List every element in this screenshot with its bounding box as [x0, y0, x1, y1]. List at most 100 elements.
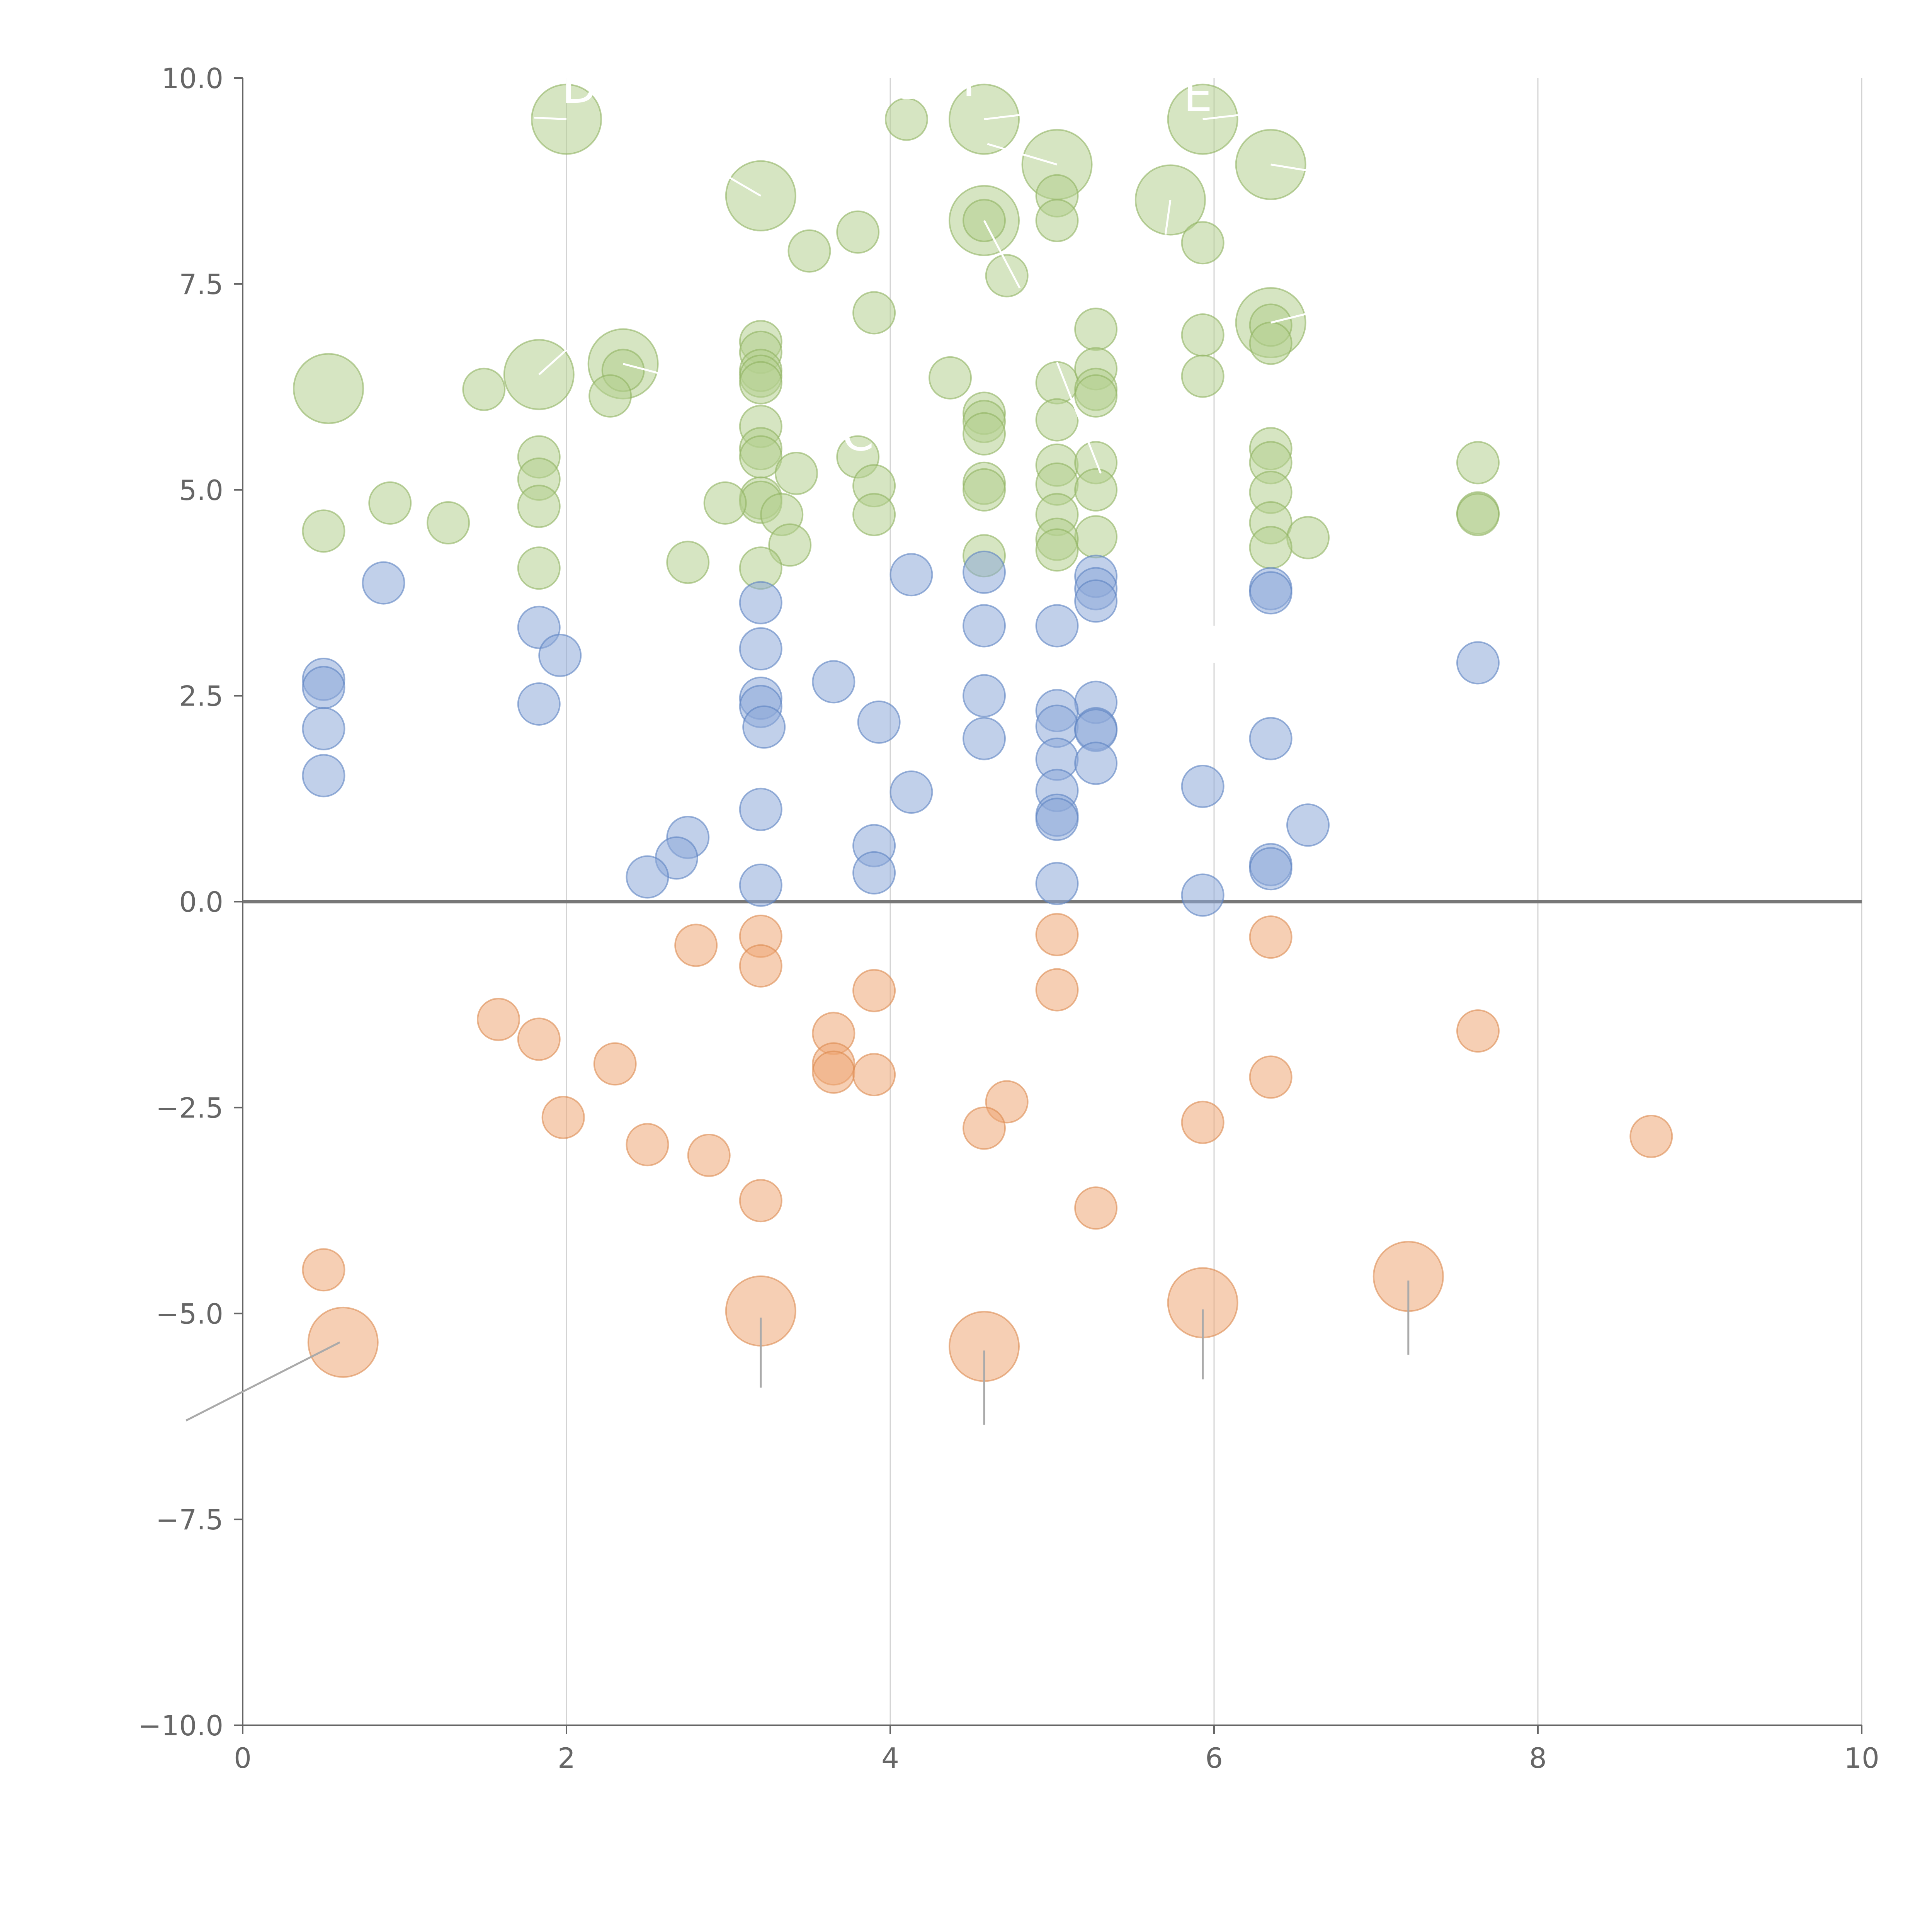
data-point-blue: [963, 674, 1006, 718]
data-point-blue: [302, 707, 345, 750]
data-point-green: [1286, 516, 1330, 560]
leader-line: [987, 143, 1058, 166]
leader-line: [538, 349, 567, 376]
data-point-green: [1074, 468, 1118, 512]
data-point-green: [768, 523, 812, 567]
data-point-green: [787, 229, 831, 273]
data-point-orange: [1181, 1100, 1225, 1144]
annotation-label: D: [561, 60, 597, 114]
data-point-green: [503, 339, 575, 410]
data-point-green: [963, 468, 1006, 512]
data-point-green: [774, 452, 818, 495]
data-point-orange: [307, 1306, 379, 1378]
y-tick-label: 7.5: [179, 268, 223, 301]
data-point-orange: [1074, 1186, 1118, 1230]
axis-layer: 0 2 4 6 8 10 −10.0 −7.5 −5.0 −2.5 0.0 2.5 5.0 7.5 10.0: [138, 62, 1879, 1774]
leader-line: [623, 363, 680, 380]
leader-line: [1164, 200, 1172, 235]
data-point-blue: [1074, 579, 1118, 623]
data-point-blue: [812, 660, 855, 704]
data-point-green: [517, 546, 561, 590]
data-point-green: [884, 97, 928, 141]
data-point-orange: [1035, 968, 1079, 1012]
data-point-orange: [852, 1053, 896, 1097]
data-point-orange: [739, 944, 782, 988]
data-point-blue: [852, 851, 896, 895]
data-point-blue: [739, 581, 782, 624]
data-point-blue: [302, 754, 345, 798]
annotation-label: E: [1183, 68, 1213, 122]
data-point-blue: [1249, 847, 1293, 891]
data-point-blue: [1035, 798, 1079, 841]
y-tick-label: −2.5: [156, 1092, 223, 1124]
data-point-blue: [538, 634, 582, 677]
data-point-blue: [739, 787, 782, 831]
data-point-blue: [963, 604, 1006, 648]
data-point-blue: [739, 627, 782, 671]
data-point-blue: [362, 561, 405, 605]
data-point-orange: [302, 1248, 345, 1292]
data-point-green: [1456, 493, 1500, 536]
data-point-orange: [626, 1123, 669, 1167]
x-tick-label: 2: [558, 1742, 575, 1774]
data-point-blue: [742, 705, 786, 749]
data-point-green: [1249, 321, 1293, 365]
leader-line: [534, 116, 567, 121]
x-tick-label: 6: [1205, 1742, 1223, 1774]
series-blue: [302, 550, 1500, 917]
data-point-green: [588, 374, 632, 418]
data-point-green: [1074, 515, 1118, 559]
annotation-label: C: [842, 408, 874, 461]
data-point-blue: [857, 700, 901, 744]
data-point-blue: [1249, 717, 1293, 760]
data-point-blue: [517, 682, 561, 726]
data-point-green: [852, 493, 896, 536]
data-point-blue: [889, 553, 933, 597]
series-layer: [293, 83, 1673, 1382]
data-point-orange: [687, 1134, 731, 1177]
data-point-green: [302, 509, 345, 553]
data-point-blue: [1181, 873, 1225, 917]
y-tick-label: 0.0: [179, 886, 223, 918]
data-point-green: [427, 501, 470, 545]
x-tick-label: 8: [1529, 1742, 1547, 1774]
data-point-orange: [852, 969, 896, 1012]
y-tick-label: −7.5: [156, 1503, 223, 1536]
data-point-green: [703, 481, 747, 525]
data-point-orange: [1249, 915, 1293, 959]
data-point-green: [739, 361, 782, 405]
data-point-orange: [1456, 1009, 1500, 1053]
data-point-green: [666, 541, 710, 584]
annotation-label: B: [931, 398, 963, 452]
series-orange: [302, 913, 1673, 1382]
data-point-green: [1181, 313, 1225, 357]
data-point-blue: [1249, 571, 1293, 615]
data-point-blue: [1286, 803, 1330, 847]
data-point-green: [985, 254, 1029, 298]
data-point-blue: [1035, 604, 1079, 648]
data-point-blue: [1456, 641, 1500, 685]
data-point-green: [368, 481, 412, 525]
y-tick-label: −10.0: [138, 1709, 223, 1742]
data-point-blue: [963, 717, 1006, 760]
leader-line: [1270, 308, 1328, 324]
y-tick-label: 2.5: [179, 680, 223, 713]
data-point-blue: [889, 770, 933, 814]
data-point-green: [929, 356, 972, 400]
data-point-green: [1035, 398, 1079, 442]
data-point-green: [1074, 308, 1118, 351]
leader-line: [1270, 163, 1307, 172]
series-green: [293, 83, 1500, 590]
data-point-blue: [626, 855, 669, 899]
data-point-green: [963, 412, 1006, 456]
data-point-green: [1035, 199, 1079, 242]
data-point-blue: [739, 863, 782, 907]
annotation-label: H: [941, 54, 976, 107]
data-point-blue: [963, 550, 1006, 594]
y-tick-label: 10.0: [162, 62, 223, 95]
data-point-green: [517, 485, 561, 528]
y-tick-label: −5.0: [156, 1298, 223, 1330]
data-point-orange: [541, 1095, 585, 1139]
